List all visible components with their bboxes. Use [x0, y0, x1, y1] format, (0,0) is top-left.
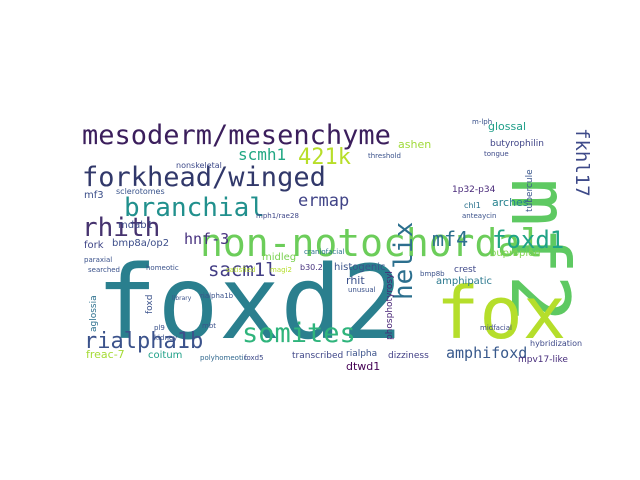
word-bmp8a-op2: bmp8a/op2 [112, 238, 169, 249]
word-histogenic: histogenic [334, 262, 385, 273]
word-polyhomeotic: polyhomeotic [200, 354, 248, 362]
word-branchial: branchial [124, 193, 265, 223]
word-non-notochordal: non-notochordal [200, 221, 543, 265]
word-bupropion: bupropion [490, 248, 541, 259]
word-helix: helix [389, 222, 419, 300]
word-unusual: unusual [348, 286, 376, 294]
word-mesoderm-mesenchyme: mesoderm/mesenchyme [82, 120, 391, 151]
word-mf4: mf4 [432, 227, 468, 251]
word-threshold: threshold [368, 152, 401, 160]
word-transcribed: transcribed [292, 351, 343, 361]
word-foxd5: foxd5 [244, 354, 264, 362]
word-sacm1l: sacm1l [208, 259, 277, 281]
word-sclerotomes: sclerotomes [116, 187, 165, 196]
word-butyrophilin: butyrophilin [490, 139, 544, 149]
word-searched: searched [88, 266, 120, 274]
word-bmp8b: bmp8b [420, 270, 445, 278]
word-glossal: glossal [488, 120, 526, 133]
word-foxd: foxd [145, 295, 155, 314]
word-rialpha: rialpha [346, 349, 377, 359]
word-aglossia: aglossia [89, 295, 99, 332]
word-ashen: ashen [398, 138, 431, 151]
word-hybridization: hybridization [530, 339, 582, 348]
word-mbt: mbt [202, 322, 216, 330]
word-mf2: mf2 [493, 178, 586, 323]
word-craniofacial: craniofacial [304, 248, 345, 256]
word-fox: fox [436, 271, 566, 355]
word-paraxial: paraxial [84, 256, 112, 264]
word-crest: crest [454, 265, 477, 275]
word-kidney: kidney [154, 334, 177, 342]
word-tubercule: tubercule [525, 169, 535, 212]
word-somites: somites [242, 318, 356, 349]
word-fork: fork [84, 240, 104, 251]
word-foxd2: foxd2 [96, 244, 403, 363]
word-chl1: chl1 [464, 201, 481, 210]
word-rhith: rhith [82, 213, 160, 243]
word-midfacial: midfacial [480, 324, 512, 332]
word-rhit: rhit [346, 274, 365, 287]
word-dtwd1: dtwd1 [346, 360, 380, 373]
word-b30-2: b30.2 [300, 263, 323, 272]
word-pl9: pl9 [154, 324, 165, 332]
word-mph1-rae28: mph1/rae28 [256, 212, 299, 220]
word-scmh1: scmh1 [238, 145, 286, 164]
word-homeotic: homeotic [146, 264, 179, 272]
word-mpv17-like: mpv17-like [518, 355, 568, 365]
word-amphifoxd: amphifoxd [446, 344, 527, 362]
word-foxd1: foxd1 [492, 226, 564, 254]
word-forkhead-winged: forkhead/winged [82, 162, 326, 193]
word-magi2: magi2 [270, 266, 292, 274]
word-midleg: midleg [262, 252, 296, 263]
word-hnf-3: hnf-3 [184, 230, 229, 248]
word-freac-7: freac-7 [86, 348, 125, 361]
word-tongue: tongue [484, 150, 509, 158]
word-m-lph: m-lph [472, 118, 492, 126]
word-fkhl17: fkhl17 [571, 128, 593, 197]
word-1p32-p34: 1p32-p34 [452, 185, 496, 195]
word-arches: arches [492, 196, 529, 209]
word-dizziness: dizziness [388, 351, 429, 361]
word-ermap: ermap [298, 191, 349, 211]
word-mdab1: mdab1 [118, 220, 153, 231]
word-nonskeletal: nonskeletal [176, 161, 222, 170]
word-rialpha1b-small: rialpha1b [200, 292, 234, 300]
word-mf3: mf3 [84, 190, 104, 201]
word-421k: 421k [298, 145, 351, 170]
word-library: library [172, 295, 192, 302]
word-coitum: coitum [148, 350, 182, 361]
word-satisfied: satisfied [226, 266, 255, 274]
word-amphipatic: amphipatic [436, 276, 492, 287]
word-rialpha1b: rialpha1b [84, 329, 203, 354]
word-phosphotyrosyl: phosphotyrosyl [385, 271, 395, 340]
word-anteaycin: anteaycin [462, 212, 496, 220]
